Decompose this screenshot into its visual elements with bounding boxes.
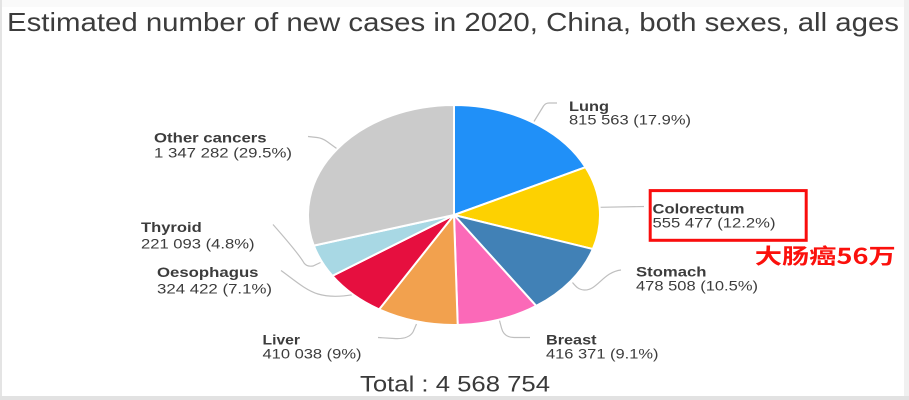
svg-text:221 093 (4.8%): 221 093 (4.8%) (141, 236, 255, 252)
svg-text:815 563 (17.9%): 815 563 (17.9%) (569, 112, 691, 128)
svg-text:Estimated number of new cases: Estimated number of new cases in 2020, C… (7, 7, 899, 37)
svg-text:Total : 4 568 754: Total : 4 568 754 (360, 372, 550, 397)
svg-text:478 508 (10.5%): 478 508 (10.5%) (636, 278, 758, 294)
svg-text:Breast: Breast (546, 332, 597, 348)
svg-text:Liver: Liver (263, 332, 301, 348)
svg-text:410 038 (9%): 410 038 (9%) (263, 346, 362, 362)
svg-text:555 477 (12.2%): 555 477 (12.2%) (653, 215, 776, 231)
svg-text:324 422 (7.1%): 324 422 (7.1%) (157, 281, 272, 297)
svg-text:Stomach: Stomach (636, 264, 707, 280)
svg-text:Lung: Lung (569, 98, 609, 114)
svg-text:Other cancers: Other cancers (154, 130, 267, 146)
svg-text:Oesophagus: Oesophagus (157, 264, 259, 280)
svg-text:Colorectum: Colorectum (653, 201, 745, 217)
svg-text:Thyroid: Thyroid (141, 219, 202, 235)
svg-text:416 371 (9.1%): 416 371 (9.1%) (546, 346, 659, 362)
svg-text:1 347 282 (29.5%): 1 347 282 (29.5%) (154, 145, 292, 161)
